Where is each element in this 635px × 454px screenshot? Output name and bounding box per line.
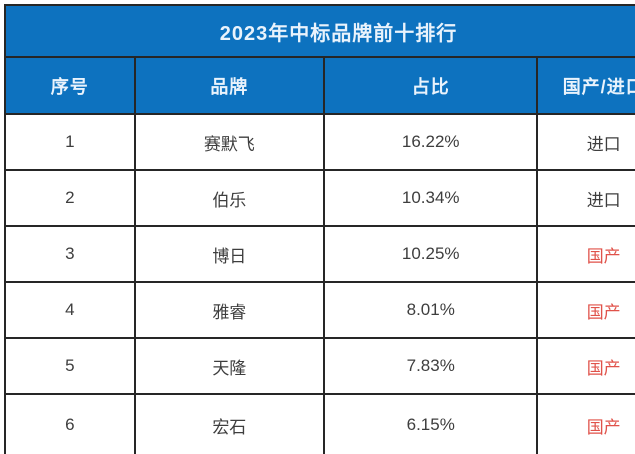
table-row: 1 赛默飞 16.22% 进口 bbox=[6, 115, 635, 171]
cell-brand: 雅睿 bbox=[135, 283, 326, 339]
table-row: 3 博日 10.25% 国产 bbox=[6, 227, 635, 283]
column-header-rank: 序号 bbox=[6, 58, 136, 115]
table-row: 6 宏石 6.15% 国产 bbox=[6, 395, 635, 454]
cell-brand: 天隆 bbox=[135, 339, 326, 395]
table-header-row: 序号 品牌 占比 国产/进口 bbox=[6, 58, 635, 115]
cell-share: 10.25% bbox=[325, 227, 539, 283]
cell-origin: 进口 bbox=[538, 115, 635, 171]
cell-share: 6.15% bbox=[325, 395, 539, 454]
cell-rank: 2 bbox=[6, 171, 136, 227]
column-header-origin: 国产/进口 bbox=[538, 58, 635, 115]
cell-brand: 赛默飞 bbox=[135, 115, 326, 171]
column-header-share: 占比 bbox=[325, 58, 539, 115]
cell-share: 7.83% bbox=[325, 339, 539, 395]
cell-share: 16.22% bbox=[325, 115, 539, 171]
table-body: 1 赛默飞 16.22% 进口 2 伯乐 10.34% 进口 3 博日 10.2… bbox=[6, 115, 635, 454]
table-row: 4 雅睿 8.01% 国产 bbox=[6, 283, 635, 339]
ranking-table: 2023年中标品牌前十排行 序号 品牌 占比 国产/进口 1 赛默飞 16.22… bbox=[4, 4, 635, 454]
cell-rank: 4 bbox=[6, 283, 136, 339]
cell-brand: 博日 bbox=[135, 227, 326, 283]
cell-rank: 5 bbox=[6, 339, 136, 395]
cell-origin: 国产 bbox=[538, 283, 635, 339]
column-header-brand: 品牌 bbox=[135, 58, 326, 115]
cell-rank: 6 bbox=[6, 395, 136, 454]
cell-rank: 1 bbox=[6, 115, 136, 171]
table-row: 2 伯乐 10.34% 进口 bbox=[6, 171, 635, 227]
cell-rank: 3 bbox=[6, 227, 136, 283]
cell-origin: 国产 bbox=[538, 339, 635, 395]
cell-share: 10.34% bbox=[325, 171, 539, 227]
table-row: 5 天隆 7.83% 国产 bbox=[6, 339, 635, 395]
table-title: 2023年中标品牌前十排行 bbox=[6, 6, 635, 58]
cell-origin: 进口 bbox=[538, 171, 635, 227]
cell-origin: 国产 bbox=[538, 227, 635, 283]
cell-share: 8.01% bbox=[325, 283, 539, 339]
cell-origin: 国产 bbox=[538, 395, 635, 454]
cell-brand: 宏石 bbox=[135, 395, 326, 454]
cell-brand: 伯乐 bbox=[135, 171, 326, 227]
